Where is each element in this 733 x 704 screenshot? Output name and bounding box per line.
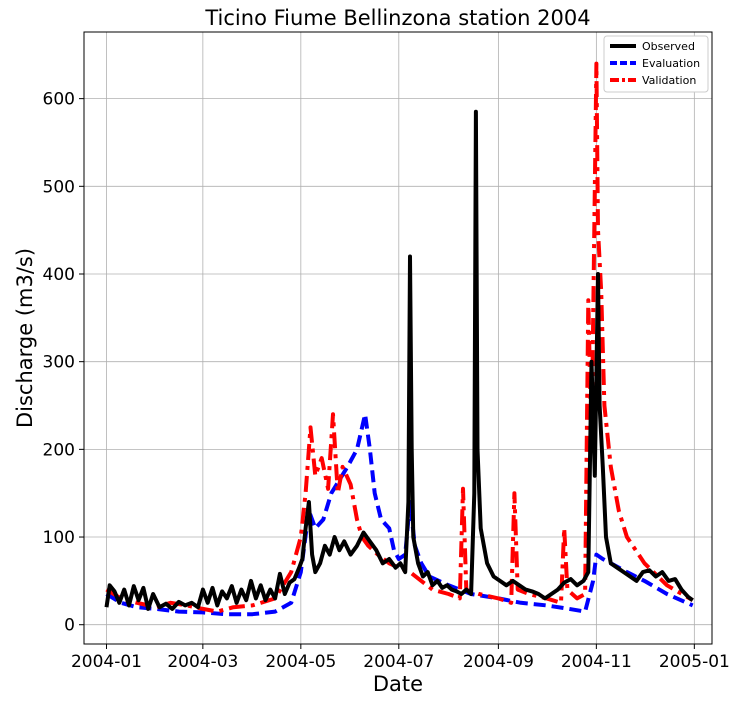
plot-frame <box>83 31 713 645</box>
x-tick-label: 2004-03 <box>167 652 238 672</box>
x-axis-title: Date <box>373 672 423 696</box>
series-line-observed <box>104 109 694 611</box>
x-tick-label: 2004-11 <box>561 652 632 672</box>
y-tick-label: 300 <box>43 353 75 373</box>
y-axis-title: Discharge (m3/s) <box>13 248 37 428</box>
y-tick-label: 0 <box>64 616 75 636</box>
series-layer <box>104 61 694 617</box>
legend-label-evaluation: Evaluation <box>642 57 700 70</box>
series-line-validation <box>105 61 694 614</box>
legend-label-observed: Observed <box>642 40 695 53</box>
chart-title: Ticino Fiume Bellinzona station 2004 <box>204 6 590 30</box>
legend: Observed Evaluation Validation <box>603 35 709 93</box>
y-tick-label: 600 <box>43 90 75 110</box>
legend-label-validation: Validation <box>642 74 696 87</box>
x-tick-label: 2004-07 <box>363 652 434 672</box>
y-axis-ticks: 0 100 200 300 400 500 600 <box>43 90 84 636</box>
x-tick-label: 2004-01 <box>71 652 142 672</box>
y-tick-label: 100 <box>43 528 75 548</box>
x-tick-label: 2004-09 <box>463 652 534 672</box>
y-tick-label: 400 <box>43 265 75 285</box>
y-tick-label: 200 <box>43 440 75 460</box>
x-tick-label: 2005-01 <box>659 652 730 672</box>
series-line-evaluation <box>105 412 694 617</box>
x-axis-ticks: 2004-01 2004-03 2004-05 2004-07 2004-09 2004-… <box>71 644 730 672</box>
x-tick-label: 2004-05 <box>265 652 336 672</box>
y-tick-label: 500 <box>43 177 75 197</box>
